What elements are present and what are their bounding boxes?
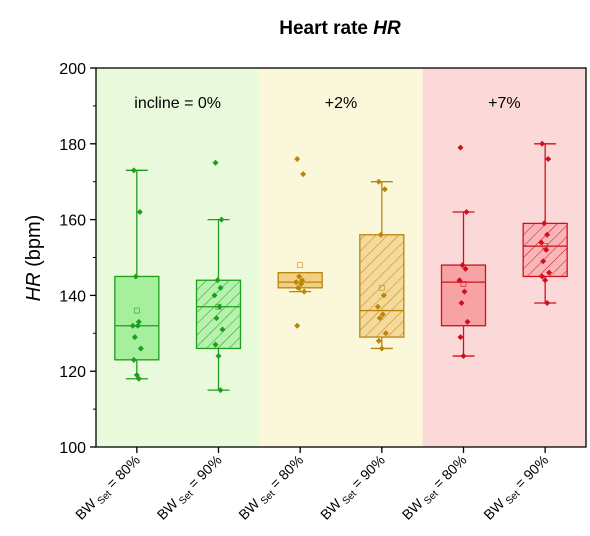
data-point [295,284,302,291]
x-tick-label: BW Set = 80% [235,452,308,525]
mean-marker [297,262,304,268]
data-point [136,209,143,216]
region-2-label: +2% [325,95,357,112]
data-point [544,299,551,306]
data-point [463,209,470,216]
data-point [215,353,222,360]
data-point [216,303,223,310]
data-point [131,334,138,341]
data-point [375,178,382,185]
box-iqr [440,264,487,327]
data-point [541,220,548,227]
data-point [457,144,464,151]
data-point [381,186,388,193]
box-4 [359,178,405,352]
data-point [218,216,225,223]
y-tick-label: 100 [59,440,86,457]
data-point [129,322,136,329]
data-point [540,258,547,265]
data-point [458,299,465,306]
data-point [538,239,545,246]
x-tick-label: BW Set = 90% [154,452,227,525]
data-point [300,171,307,178]
data-point [539,273,546,280]
data-point [459,262,466,269]
mean-marker [378,284,385,291]
data-point [378,345,385,352]
region-1-label: incline = 0% [134,95,221,112]
data-point [539,140,546,147]
data-point [460,353,467,360]
data-point [212,159,219,166]
data-point [543,246,550,253]
data-point [382,330,389,337]
data-point [130,167,137,174]
box-6 [522,140,568,306]
data-point [294,322,301,329]
data-point [219,326,226,333]
data-point [457,334,464,341]
box-iqr [195,279,242,350]
x-tick-label: BW Set = 90% [480,452,553,525]
box-iqr [114,275,160,361]
data-point [134,322,141,329]
y-tick-label: 160 [59,213,86,230]
data-point [217,387,224,394]
box-1 [114,167,160,382]
data-point [301,288,308,295]
data-point [293,279,300,286]
data-point [211,292,218,299]
data-point [375,337,382,344]
data-point [544,231,551,238]
y-tick-label: 140 [59,288,86,305]
box-2 [195,159,242,394]
incline-regions: incline = 0% +2% +7% [96,68,586,447]
data-point [376,315,383,322]
data-point [545,155,552,162]
y-tick-label: 200 [59,61,86,78]
y-tick-label: 120 [59,364,86,381]
data-point [212,341,219,348]
data-point [296,273,303,280]
data-point [132,273,139,280]
region-3-label: +7% [488,95,520,112]
data-point [456,277,463,284]
chart-title: Heart rate HR [279,18,401,39]
data-point [294,155,301,162]
data-point [137,345,144,352]
data-point [542,277,549,284]
data-point [135,375,142,382]
data-point [214,277,221,284]
box-5 [440,144,487,360]
data-point [462,265,469,272]
mean-marker [460,281,467,287]
x-tick-label: BW Set = 90% [317,452,390,525]
data-point [298,281,305,288]
box-iqr [522,222,568,278]
data-point [217,284,224,291]
data-point [130,356,137,363]
mean-marker [133,307,140,314]
data-point [380,292,387,299]
box-iqr [359,234,405,338]
data-point [546,269,553,276]
data-point [377,231,384,238]
x-tick-label: BW Set = 80% [399,452,472,525]
y-axis-label: HR (bpm) [23,215,45,302]
x-tick-label: BW Set = 80% [72,452,145,525]
box-plots [114,140,568,394]
data-point [213,315,220,322]
y-tick-label: 180 [59,137,86,154]
region-1-background [96,68,260,447]
data-point [379,311,386,318]
box-3 [277,155,323,329]
data-point [461,288,468,295]
data-point [464,318,471,325]
data-point [374,303,381,310]
